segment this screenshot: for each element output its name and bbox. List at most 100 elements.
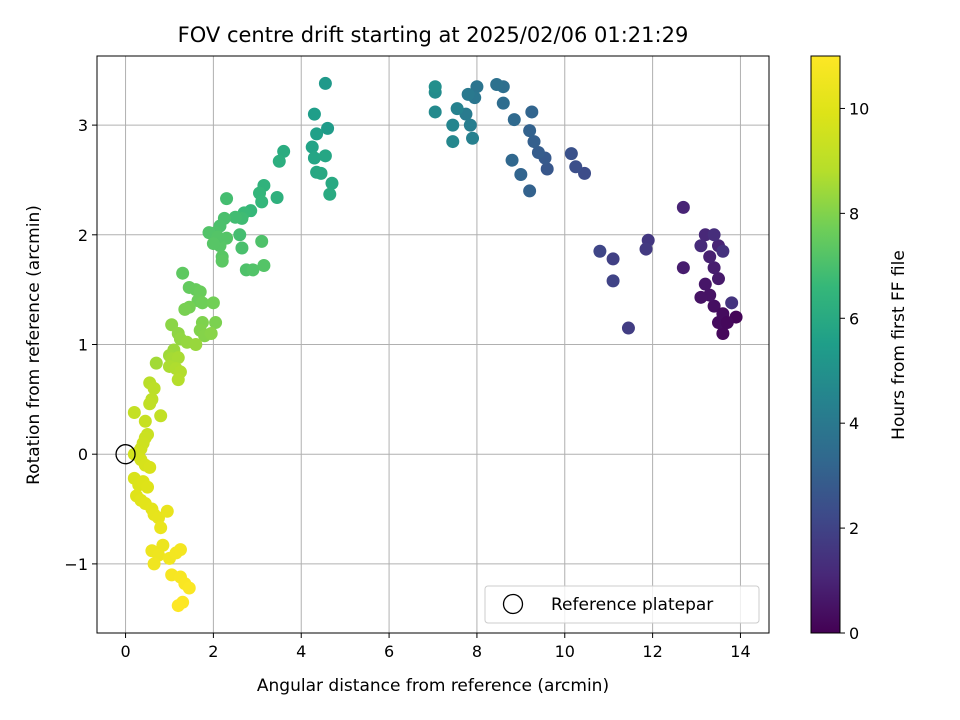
data-point	[178, 302, 192, 316]
data-point	[246, 263, 260, 277]
data-point	[725, 296, 739, 310]
data-point	[171, 351, 185, 365]
data-point	[305, 140, 319, 154]
reference-marker	[115, 444, 136, 465]
data-point	[676, 200, 690, 214]
data-point	[531, 146, 545, 160]
data-point	[270, 191, 284, 205]
data-point	[310, 127, 324, 141]
data-point	[255, 234, 269, 248]
legend-label: Reference platepar	[551, 595, 713, 615]
y-tick-label: 3	[78, 116, 88, 135]
data-point	[606, 252, 620, 266]
data-point	[307, 107, 321, 121]
colorbar-tick-label: 0	[849, 624, 859, 643]
data-point	[314, 166, 328, 180]
colorbar-label: Hours from first FF file	[889, 250, 909, 440]
data-point	[307, 151, 321, 165]
colorbar-tick-label: 6	[849, 309, 859, 328]
data-point	[490, 78, 504, 92]
data-point	[138, 414, 152, 428]
data-point	[540, 162, 554, 176]
chart-title: FOV centre drift starting at 2025/02/06 …	[178, 23, 689, 47]
data-point	[523, 184, 537, 198]
data-point	[564, 147, 578, 161]
data-point	[676, 261, 690, 275]
data-point	[321, 121, 335, 135]
data-point	[698, 277, 712, 291]
data-point	[147, 381, 161, 395]
data-point	[461, 87, 475, 101]
data-point	[694, 239, 708, 253]
data-point	[206, 296, 220, 310]
data-point	[220, 192, 234, 206]
data-point	[149, 356, 163, 370]
data-point	[173, 543, 187, 557]
y-tick-label: 1	[78, 336, 88, 355]
data-point	[127, 406, 141, 420]
data-point	[720, 316, 734, 330]
colorbar-tick-label: 4	[849, 414, 859, 433]
x-tick-label: 12	[642, 642, 662, 661]
colorbar-tick-label: 2	[849, 519, 859, 538]
data-point	[716, 327, 730, 341]
x-tick-label: 8	[472, 642, 482, 661]
legend-marker	[502, 593, 524, 615]
data-point	[176, 266, 190, 280]
data-point	[323, 187, 337, 201]
data-point	[711, 272, 725, 286]
data-point	[204, 327, 218, 341]
data-point	[707, 299, 721, 313]
data-point	[154, 521, 168, 535]
y-tick-label: 2	[78, 226, 88, 245]
data-point	[277, 144, 291, 158]
data-point	[593, 244, 607, 258]
data-point	[446, 118, 460, 132]
data-point	[446, 135, 460, 149]
data-point	[154, 409, 168, 423]
data-point	[206, 237, 220, 251]
data-point	[569, 160, 583, 174]
y-tick-label: −1	[64, 555, 88, 574]
colorbar-ticks: 0 2 4 6 8 10	[840, 99, 869, 643]
data-point	[621, 321, 635, 335]
x-tick-label: 14	[730, 642, 750, 661]
data-point	[235, 241, 249, 255]
data-point	[209, 316, 223, 330]
data-point	[141, 480, 155, 494]
x-tick-label: 0	[120, 642, 130, 661]
data-point	[466, 131, 480, 145]
colorbar-tick-label: 8	[849, 204, 859, 223]
data-point	[325, 176, 339, 190]
data-point	[156, 538, 170, 552]
data-point	[428, 80, 442, 94]
data-point	[514, 167, 528, 181]
data-points	[127, 76, 743, 613]
data-point	[496, 96, 510, 110]
data-point	[428, 105, 442, 119]
x-tick-label: 6	[384, 642, 394, 661]
data-point	[527, 135, 541, 149]
data-point	[233, 228, 247, 242]
data-point	[606, 274, 620, 288]
data-point	[228, 210, 242, 224]
data-point	[703, 250, 717, 264]
colorbar-tick-label: 10	[849, 99, 869, 118]
data-point	[716, 244, 730, 258]
data-point	[694, 290, 708, 304]
data-point	[523, 124, 537, 138]
data-point	[507, 113, 521, 127]
x-tick-label: 10	[555, 642, 575, 661]
data-point	[195, 296, 209, 310]
y-axis-label: Rotation from reference (arcmin)	[24, 205, 44, 485]
data-point	[505, 153, 519, 167]
data-point	[182, 581, 196, 595]
x-axis-ticks: 0 2 4 6 8 10 12 14	[120, 633, 751, 661]
y-tick-label: 0	[78, 445, 88, 464]
data-point	[171, 599, 185, 613]
data-point	[707, 261, 721, 275]
data-point	[257, 259, 271, 273]
data-point	[639, 242, 653, 256]
data-point	[525, 105, 539, 119]
